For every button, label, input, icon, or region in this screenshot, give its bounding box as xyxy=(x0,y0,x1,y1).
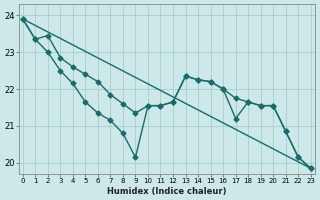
X-axis label: Humidex (Indice chaleur): Humidex (Indice chaleur) xyxy=(107,187,227,196)
